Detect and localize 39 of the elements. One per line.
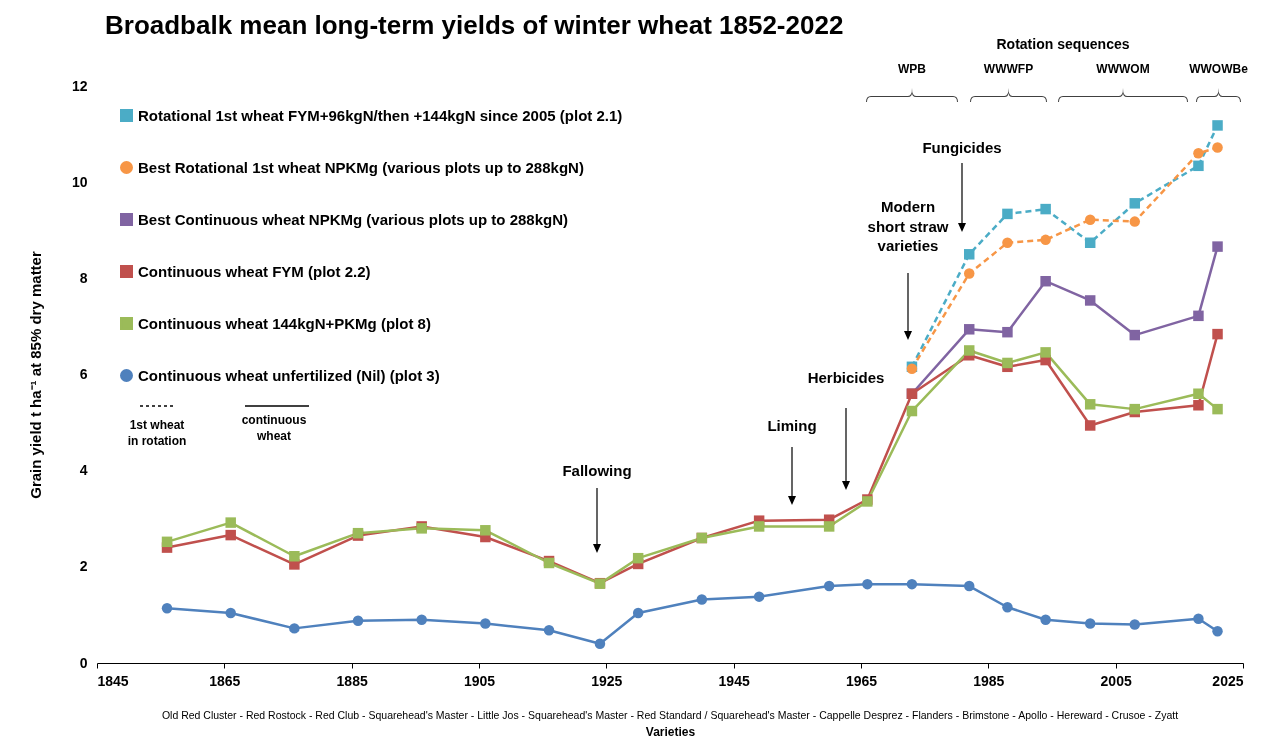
y-axis-title: Grain yield t ha⁻¹ at 85% dry matter bbox=[26, 251, 44, 499]
annotation: Liming bbox=[767, 417, 817, 434]
x-tick-label: 1945 bbox=[718, 672, 750, 689]
y-tick-label: 8 bbox=[79, 269, 88, 286]
x-axis-title: Varieties bbox=[645, 724, 696, 738]
x-tick-label: 1925 bbox=[591, 672, 623, 689]
text: WWWOM bbox=[1096, 62, 1150, 76]
y-tick-label: 6 bbox=[79, 366, 88, 382]
chart-title: Broadbalk mean long-term yields of winter wheat 1852-2022 bbox=[105, 10, 844, 40]
annotation: 1st wheat in rotation bbox=[127, 418, 187, 448]
legend-label: Continuous wheat 144kgN+PKMg (plot 8) bbox=[138, 314, 431, 332]
x-tick-label: 1865 bbox=[209, 672, 241, 689]
legend-label: Best Continuous wheat NPKMg (various plots up to 288kgN) bbox=[138, 210, 569, 228]
x-tick-label: 1905 bbox=[463, 672, 496, 689]
x-tick-label: 1965 bbox=[845, 672, 878, 689]
text: Rotation sequences bbox=[996, 36, 1130, 52]
x-tick-label: 1885 bbox=[336, 672, 368, 689]
text: WWWFP bbox=[983, 62, 1034, 76]
y-tick-label: 2 bbox=[79, 558, 88, 575]
text: Old Red Cluster - Red Rostock - Red Club - Squarehead's Master - Little Jos - Squarehead's Master - Red Standard / Squarehead's Master - Cappelle Desprez - Flanders - Brimstone - Apollo - Hereward - Crusoe - Zyatt bbox=[161, 709, 1179, 721]
y-tick-label: 0 bbox=[79, 654, 88, 671]
x-tick-label: 2025 bbox=[1212, 672, 1244, 689]
text: WWOWBe bbox=[1189, 62, 1249, 76]
legend-label: Continuous wheat FYM (plot 2.2) bbox=[138, 262, 371, 280]
x-tick-label: 1985 bbox=[973, 672, 1005, 689]
annotation: Fungicides bbox=[922, 139, 1002, 156]
annotation: Fallowing bbox=[562, 462, 632, 479]
text: WPB bbox=[898, 62, 927, 76]
y-tick-label: 10 bbox=[71, 173, 88, 190]
annotation: continuous wheat bbox=[241, 413, 307, 443]
x-tick-label: 1845 bbox=[97, 672, 129, 689]
annotation: Modern short straw varieties bbox=[867, 198, 949, 254]
x-tick-label: 2005 bbox=[1100, 672, 1132, 689]
y-tick-label: 4 bbox=[79, 462, 88, 479]
y-tick-label: 12 bbox=[71, 77, 88, 94]
legend-label: Continuous wheat unfertilized (Nil) (plot 3) bbox=[138, 366, 440, 384]
legend-label: Rotational 1st wheat FYM+96kgN/then +144kgN since 2005 (plot 2.1) bbox=[138, 106, 623, 124]
legend-label: Best Rotational 1st wheat NPKMg (various plots up to 288kgN) bbox=[138, 158, 584, 176]
annotation: Herbicides bbox=[807, 369, 885, 386]
